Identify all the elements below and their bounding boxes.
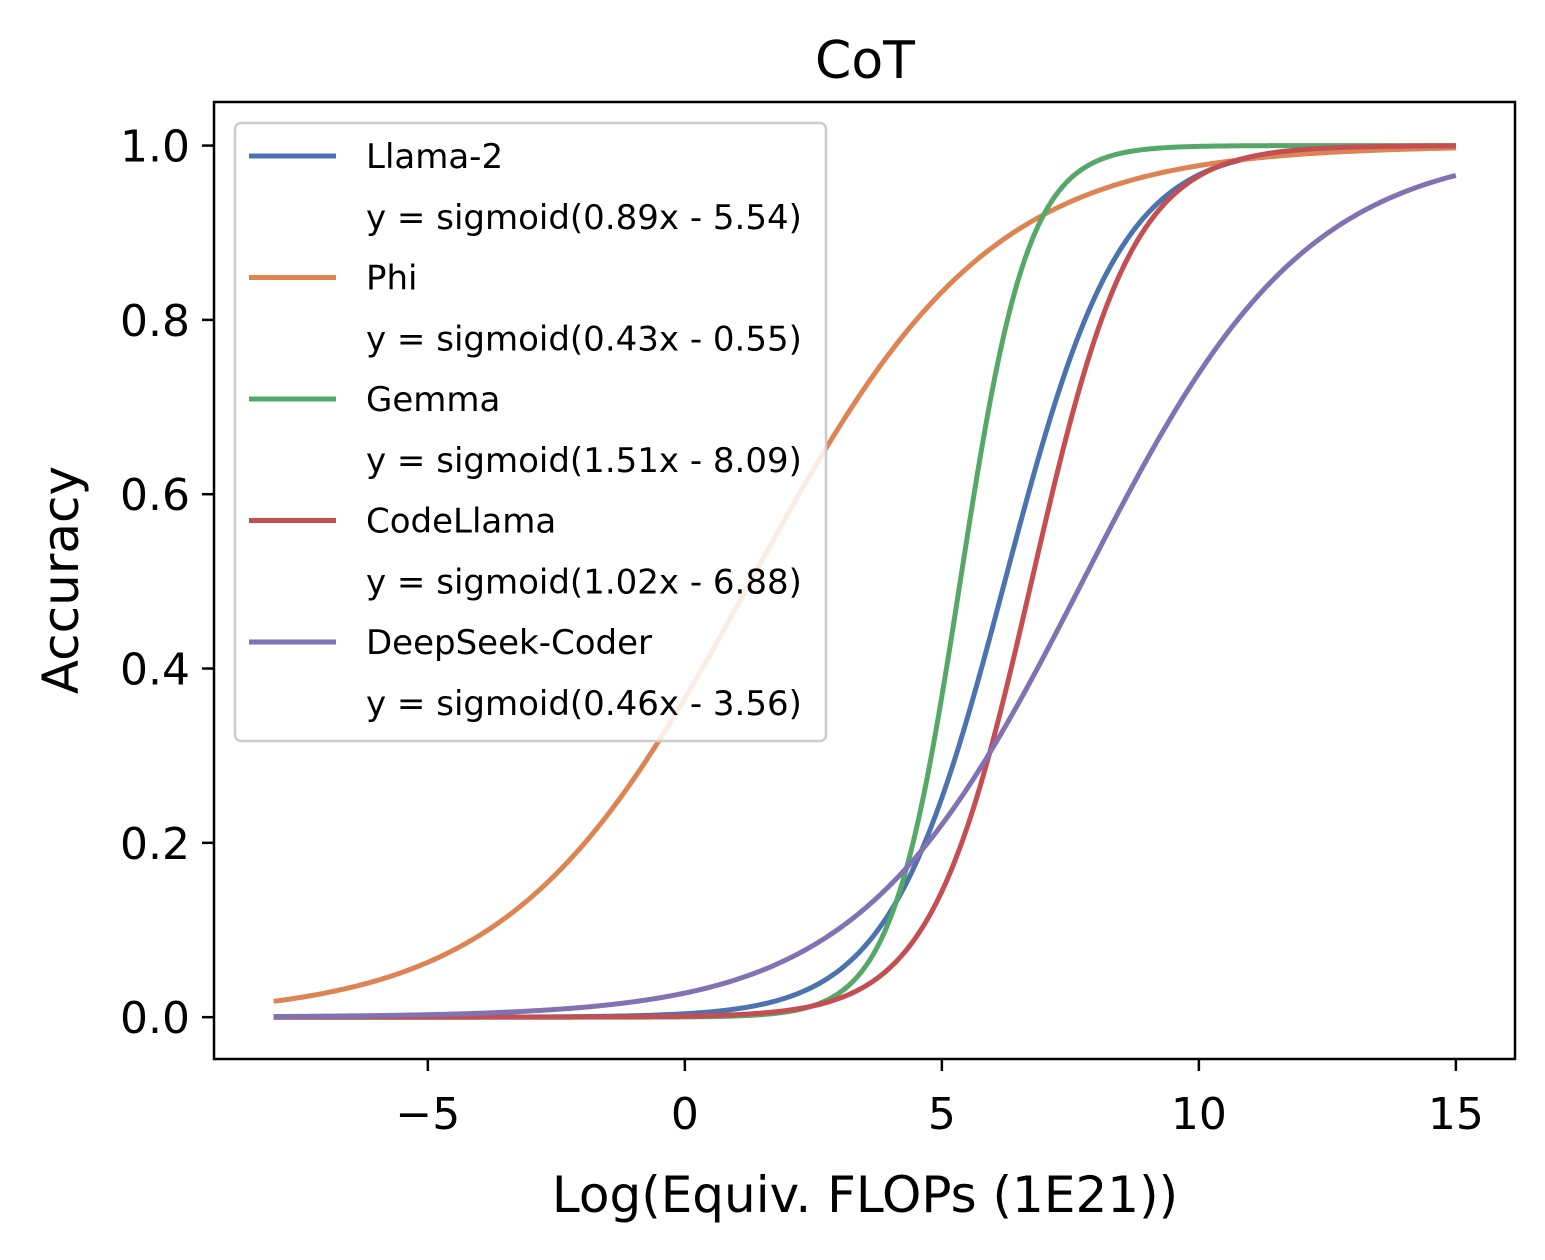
x-axis-label: Log(Equiv. FLOPs (1E21)) — [552, 1166, 1178, 1224]
legend-label: DeepSeek-Coder — [366, 623, 652, 663]
y-tick-label: 0.6 — [120, 470, 190, 521]
y-tick-label: 0.8 — [120, 296, 190, 347]
x-tick-label: 5 — [928, 1089, 956, 1140]
series-line-phi — [273, 145, 1456, 1004]
series-line-codellama — [273, 143, 1456, 1020]
y-axis: 0.0 0.2 0.4 0.6 0.8 1.0 — [120, 122, 214, 1044]
x-tick-label: 0 — [671, 1089, 699, 1140]
x-tick-label: −5 — [395, 1089, 460, 1140]
legend: Llama-2 y = sigmoid(0.89x - 5.54) Phi y = s… — [233, 121, 828, 743]
legend-equation: y = sigmoid(1.51x - 8.09) — [366, 441, 802, 481]
series-line-deepseek-coder — [273, 172, 1457, 1020]
y-tick-label: 0.0 — [120, 993, 190, 1044]
x-axis: −5 0 5 10 15 — [395, 1059, 1484, 1140]
legend-label: Phi — [366, 259, 418, 299]
chart-title: CoT — [815, 31, 915, 91]
legend-equation: y = sigmoid(0.89x - 5.54) — [366, 198, 802, 238]
y-axis-label: Accuracy — [32, 466, 90, 694]
y-tick-label: 0.2 — [120, 819, 190, 870]
x-tick-label: 10 — [1171, 1089, 1227, 1140]
legend-label: Gemma — [366, 380, 500, 420]
y-tick-label: 0.4 — [120, 645, 190, 696]
legend-label: Llama-2 — [366, 137, 503, 177]
legend-label: CodeLlama — [366, 502, 556, 542]
x-tick-label: 15 — [1428, 1089, 1484, 1140]
y-tick-label: 1.0 — [120, 122, 190, 173]
legend-equation: y = sigmoid(0.43x - 0.55) — [366, 320, 802, 360]
legend-equation: y = sigmoid(0.46x - 3.56) — [366, 684, 802, 724]
legend-box — [233, 121, 828, 743]
curves — [273, 143, 1457, 1020]
plot-frame — [212, 100, 1517, 1061]
legend-equation: y = sigmoid(1.02x - 6.88) — [366, 563, 802, 603]
